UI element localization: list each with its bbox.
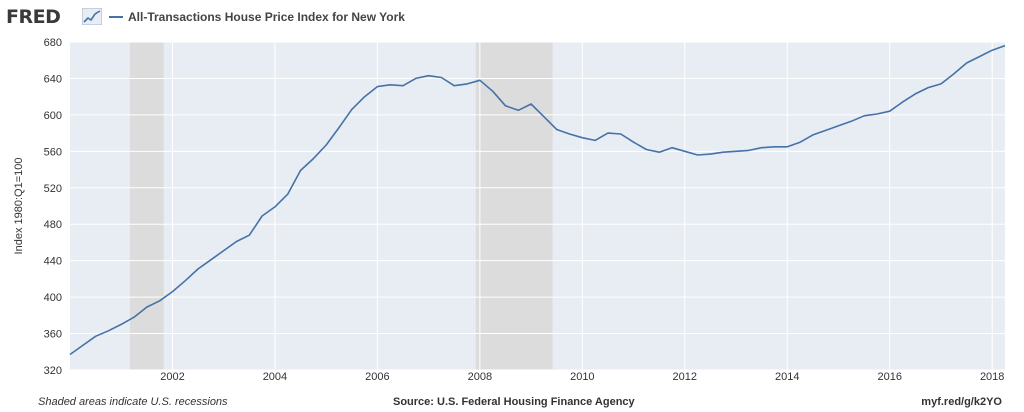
short-link[interactable]: myf.red/g/k2YO <box>921 396 1002 408</box>
recession-note: Shaded areas indicate U.S. recessions <box>38 396 228 408</box>
fred-logo[interactable]: FRED <box>6 6 61 28</box>
x-axis-ticks: 2002 2004 2006 2008 2010 2012 2014 2016 2018 <box>160 371 1004 383</box>
gridlines <box>70 41 1005 371</box>
source-note: Source: U.S. Federal Housing Finance Age… <box>393 396 635 408</box>
x-tick-label: 2012 <box>673 371 697 383</box>
series-line[interactable] <box>69 44 1006 356</box>
y-tick-label: 560 <box>44 146 62 158</box>
recession-band <box>475 42 553 370</box>
x-tick-label: 2010 <box>570 371 594 383</box>
y-tick-label: 360 <box>44 329 62 341</box>
legend-series-label[interactable]: All-Transactions House Price Index for N… <box>128 10 405 24</box>
recession-band <box>129 42 164 370</box>
x-tick-label: 2014 <box>775 371 799 383</box>
x-tick-label: 2006 <box>365 371 389 383</box>
y-tick-label: 480 <box>44 219 62 231</box>
x-tick-label: 2016 <box>877 371 901 383</box>
y-tick-label: 600 <box>44 110 62 122</box>
y-tick-label: 520 <box>44 183 62 195</box>
y-tick-label: 680 <box>44 37 62 49</box>
trend-line-icon <box>82 8 102 25</box>
y-axis-title: Index 1980:Q1=100 <box>13 158 25 255</box>
legend-swatch <box>109 16 123 18</box>
y-tick-label: 320 <box>44 365 62 377</box>
y-tick-label: 400 <box>44 292 62 304</box>
x-tick-label: 2018 <box>980 371 1004 383</box>
y-tick-label: 440 <box>44 256 62 268</box>
y-tick-label: 640 <box>44 73 62 85</box>
x-tick-label: 2008 <box>468 371 492 383</box>
x-tick-label: 2002 <box>160 371 184 383</box>
chart-header: FRED All-Transactions House Price Index … <box>0 0 1024 34</box>
x-tick-label: 2004 <box>263 371 287 383</box>
y-axis-ticks: 320 360 400 440 480 520 560 600 640 680 <box>44 37 62 377</box>
